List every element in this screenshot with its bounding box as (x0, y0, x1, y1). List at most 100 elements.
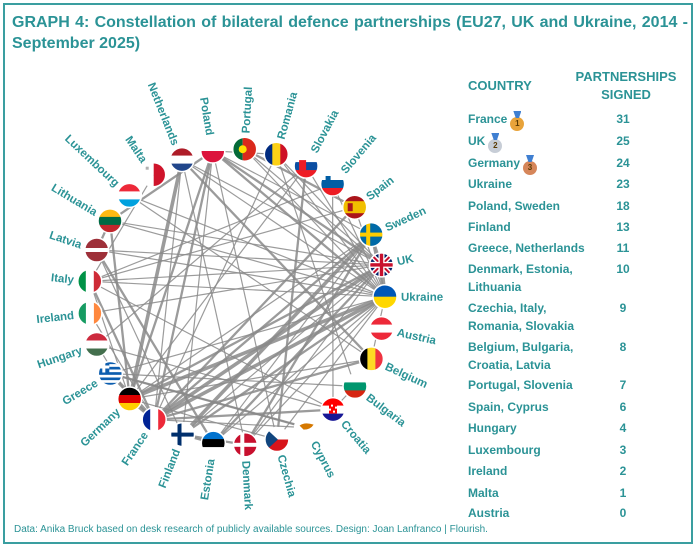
table-header-partnerships: PARTNERSHIPS SIGNED (575, 69, 677, 102)
table-country-cell: Portugal, Slovenia (468, 376, 588, 394)
link-uk-poland (212, 150, 383, 266)
link-uk-latvia (96, 249, 382, 266)
node-label-germany: Germany (79, 406, 124, 449)
medal-icon: 3 (523, 161, 538, 175)
source-footer: Data: Anika Bruck based on desk research… (14, 524, 488, 535)
node-bulgaria (342, 373, 368, 400)
partnerships-value: 8 (619, 340, 627, 354)
node-label-ireland: Ireland (36, 310, 75, 326)
flag-lithuania-icon (98, 208, 122, 233)
link-portugal-uk (244, 148, 382, 266)
flag-spain-icon (342, 195, 367, 220)
node-malta (140, 161, 167, 188)
table-country-cell: Greece, Netherlands (468, 239, 588, 257)
node-label-latvia: Latvia (48, 230, 84, 252)
flag-belgium-icon (359, 346, 384, 371)
flag-slovakia-icon (294, 154, 319, 179)
link-bulgaria-greece (110, 372, 356, 387)
table-country-cell: Austria (468, 504, 588, 522)
link-denmark-ukraine (244, 296, 386, 446)
node-latvia (83, 237, 110, 263)
node-belgium (358, 346, 385, 372)
link-czechia-ukraine (276, 296, 386, 440)
node-label-denmark: Denmark (239, 460, 254, 510)
node-label-greece: Greece (61, 378, 101, 408)
link-latvia-ukraine (96, 249, 386, 298)
link-germany-italy (89, 281, 131, 400)
partnerships-value: 0 (619, 506, 627, 520)
flag-bulgaria-icon (343, 374, 367, 399)
link-slovenia-italy (89, 183, 333, 282)
flag-luxembourg-icon (117, 183, 142, 208)
node-label-belgium: Belgium (383, 361, 429, 391)
node-label-spain: Spain (364, 175, 396, 204)
link-slovakia-czechia (275, 165, 308, 440)
node-italy (77, 268, 103, 295)
flag-greece-icon (98, 361, 123, 386)
node-label-luxembourg: Luxembourg (62, 133, 121, 189)
partnerships-value: 25 (616, 134, 630, 148)
node-czechia (264, 426, 290, 453)
node-portugal (231, 136, 258, 162)
node-label-poland: Poland (197, 97, 215, 137)
flag-austria-icon (369, 316, 394, 341)
table-country-cell: UK 2 (468, 132, 588, 153)
chart-frame (3, 3, 693, 544)
node-greece (97, 360, 124, 387)
medal-icon: 1 (510, 117, 525, 131)
link-portugal-ukraine (244, 148, 386, 298)
node-label-hungary: Hungary (36, 345, 85, 372)
node-label-romania: Romania (276, 90, 301, 141)
table-country-cell: Poland, Sweden (468, 197, 588, 215)
node-label-cyprus: Cyprus (308, 439, 337, 480)
link-netherlands-germany (127, 159, 184, 400)
link-uk-finland (182, 264, 382, 436)
country-name: Greece, Netherlands (468, 241, 585, 255)
node-label-uk: UK (396, 253, 415, 268)
link-slovakia-hungary (96, 165, 307, 345)
node-label-croatia: Croatia (338, 419, 373, 457)
table-country-cell: Germany 3 (468, 154, 588, 175)
node-label-netherlands: Netherlands (145, 81, 181, 147)
table-country-cell: Malta (468, 484, 588, 502)
country-name: Belgium, Bulgaria, Croatia, Latvia (468, 340, 574, 372)
link-slovenia-ukraine (332, 183, 386, 297)
node-austria (368, 315, 395, 342)
node-poland (200, 138, 226, 164)
node-label-france: France (120, 430, 151, 468)
link-belgium-germany (129, 358, 372, 400)
partnerships-value: 11 (616, 241, 630, 255)
country-name: Portugal, Slovenia (468, 378, 573, 392)
flag-hungary-icon (84, 332, 109, 357)
link-france-ukraine (153, 295, 386, 422)
link-uk-lithuania (109, 220, 382, 266)
node-uk (368, 252, 395, 278)
partnerships-value: 4 (619, 421, 627, 435)
link-hungary-croatia (96, 343, 334, 411)
node-luxembourg (116, 182, 143, 209)
flag-denmark-icon (233, 432, 258, 457)
link-ireland-france (89, 312, 155, 420)
partnerships-value: 7 (619, 378, 627, 392)
link-poland-czechia (212, 150, 278, 440)
link-romania-france (153, 154, 277, 420)
country-name: Ireland (468, 464, 508, 478)
link-germany-ukraine (129, 295, 386, 401)
node-label-portugal: Portugal (241, 86, 255, 133)
partnerships-value: 3 (619, 443, 627, 457)
table-country-cell: France 1 (468, 110, 588, 131)
link-spain-italy (89, 206, 355, 282)
country-name: Luxembourg (468, 443, 541, 457)
node-finland (169, 421, 196, 448)
country-name: Germany (468, 156, 521, 170)
country-name: UK (468, 134, 486, 148)
country-name: Austria (468, 506, 510, 520)
link-spain-portugal (244, 148, 356, 209)
link-netherlands-uk (181, 159, 382, 266)
country-name: Ukraine (468, 177, 513, 191)
flag-ireland-icon (77, 301, 102, 326)
node-hungary (84, 331, 110, 358)
table-country-cell: Spain, Cyprus (468, 398, 588, 416)
flag-france-icon (142, 407, 167, 432)
node-ireland (77, 300, 103, 327)
